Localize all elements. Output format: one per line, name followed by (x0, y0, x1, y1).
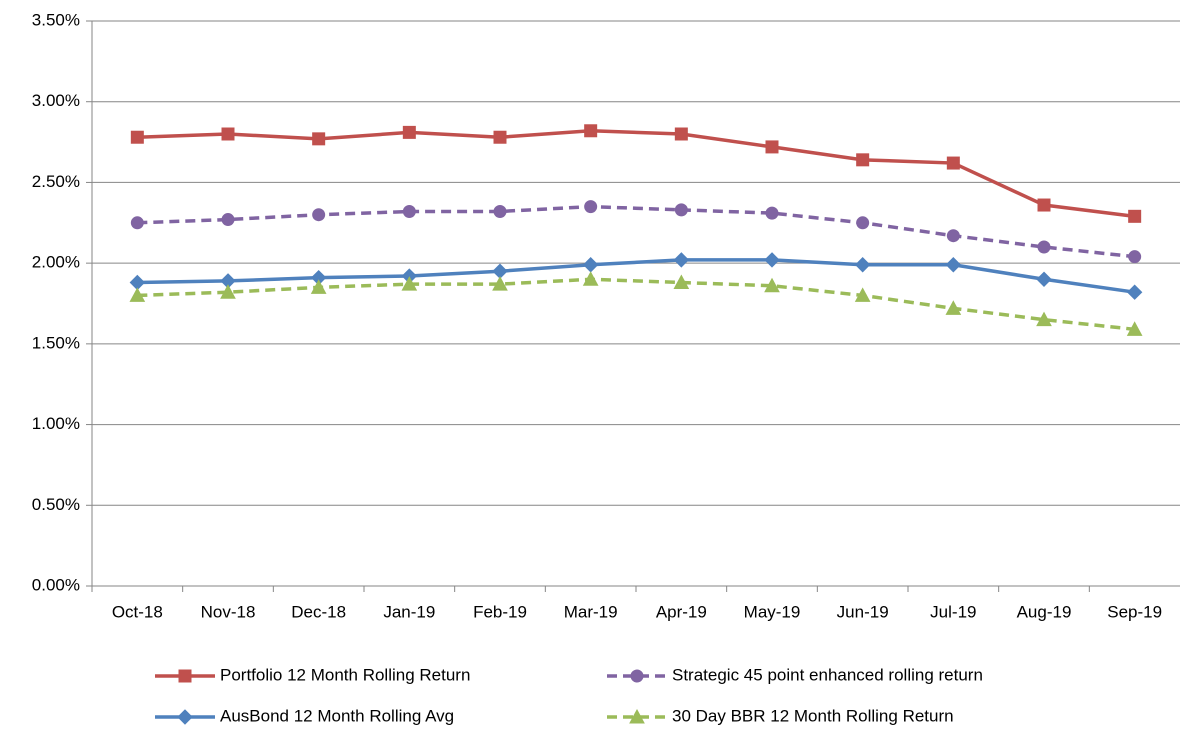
marker (674, 127, 688, 141)
marker (582, 257, 599, 273)
x-tick-label: Sep-19 (1107, 602, 1162, 621)
marker (673, 252, 690, 268)
marker (674, 203, 688, 217)
marker (765, 140, 779, 154)
marker (220, 284, 236, 299)
marker (492, 276, 508, 291)
marker (946, 156, 960, 170)
marker (673, 274, 690, 290)
marker (945, 300, 962, 315)
marker (856, 216, 870, 230)
x-tick-label: Jun-19 (837, 602, 889, 621)
x-tick-label: Feb-19 (473, 602, 527, 621)
marker (493, 130, 507, 144)
marker (945, 257, 962, 273)
x-tick-label: Jan-19 (383, 602, 435, 621)
marker (130, 130, 144, 144)
y-tick-label: 1.50% (32, 333, 80, 352)
x-tick-label: Oct-18 (112, 602, 163, 621)
marker (584, 124, 598, 138)
marker (177, 709, 193, 725)
marker (130, 216, 144, 230)
marker (221, 127, 235, 141)
marker (1036, 311, 1052, 327)
legend-label: Portfolio 12 Month Rolling Return (220, 665, 470, 684)
marker (854, 287, 871, 302)
marker (764, 277, 780, 293)
y-tick-label: 0.50% (32, 495, 80, 514)
marker (629, 708, 645, 724)
marker (402, 204, 416, 218)
marker (764, 252, 780, 268)
marker (493, 204, 507, 218)
marker (312, 208, 326, 222)
x-tick-label: Aug-19 (1017, 602, 1072, 621)
y-tick-label: 2.50% (32, 172, 80, 191)
y-tick-label: 3.50% (32, 10, 80, 29)
marker (401, 276, 418, 291)
marker (129, 287, 146, 302)
marker (946, 229, 960, 243)
x-tick-label: Nov-18 (201, 602, 256, 621)
y-tick-label: 1.00% (32, 414, 80, 433)
marker (584, 200, 598, 214)
marker (1036, 271, 1052, 287)
marker (1128, 209, 1142, 223)
y-tick-label: 2.00% (32, 253, 80, 272)
marker (178, 669, 192, 683)
y-tick-label: 0.00% (32, 575, 80, 594)
legend-label: AusBond 12 Month Rolling Avg (220, 706, 454, 725)
legend-label: 30 Day BBR 12 Month Rolling Return (672, 706, 954, 725)
marker (1037, 240, 1051, 254)
marker (1128, 250, 1142, 264)
marker (854, 257, 871, 273)
marker (402, 125, 416, 139)
x-tick-label: May-19 (744, 602, 801, 621)
marker (856, 153, 870, 167)
marker (765, 206, 779, 220)
series-line (137, 277, 1135, 332)
x-tick-label: Jul-19 (930, 602, 976, 621)
x-tick-label: Dec-18 (291, 602, 346, 621)
marker (630, 669, 644, 683)
series-line (137, 204, 1135, 259)
series-line (137, 129, 1135, 219)
marker (582, 271, 599, 286)
marker (310, 279, 327, 294)
marker (1037, 198, 1051, 212)
series-line (137, 258, 1135, 294)
marker (1126, 321, 1143, 336)
marker (221, 213, 235, 227)
x-tick-label: Mar-19 (564, 602, 618, 621)
x-tick-label: Apr-19 (656, 602, 707, 621)
marker (1126, 284, 1143, 300)
legend-label: Strategic 45 point enhanced rolling retu… (672, 665, 983, 684)
y-tick-label: 3.00% (32, 91, 80, 110)
marker (312, 132, 326, 146)
